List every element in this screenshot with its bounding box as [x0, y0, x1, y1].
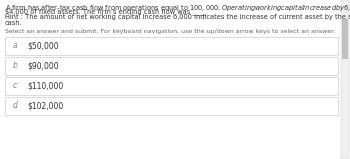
Text: $50,000: $50,000	[27, 41, 59, 51]
Text: $90,000: $90,000	[27, 62, 59, 70]
Bar	[5, 77, 338, 95]
Bar	[342, 19, 348, 59]
Bar	[5, 57, 338, 75]
Text: A firm has after-tax cash flow from operations equal to $100,000. Operating work: A firm has after-tax cash flow from oper…	[5, 2, 350, 13]
Text: b: b	[13, 62, 18, 70]
Text: $4,000 of fixed assets. The firm’s ending cash flow was ____: $4,000 of fixed assets. The firm’s endin…	[5, 8, 206, 15]
Text: c: c	[13, 82, 17, 90]
Text: Select an answer and submit. For keyboard navigation, use the up/down arrow keys: Select an answer and submit. For keyboar…	[5, 29, 335, 34]
Text: $110,000: $110,000	[27, 82, 63, 90]
Text: Hint : The amount of net working capital increase 6,000 indicates the increase o: Hint : The amount of net working capital…	[5, 14, 350, 20]
Bar	[5, 97, 338, 115]
Text: a: a	[13, 41, 18, 51]
Text: d: d	[13, 101, 18, 111]
Bar	[5, 37, 338, 55]
Text: $102,000: $102,000	[27, 101, 63, 111]
Text: cash.: cash.	[5, 20, 23, 26]
Bar	[341, 0, 349, 159]
